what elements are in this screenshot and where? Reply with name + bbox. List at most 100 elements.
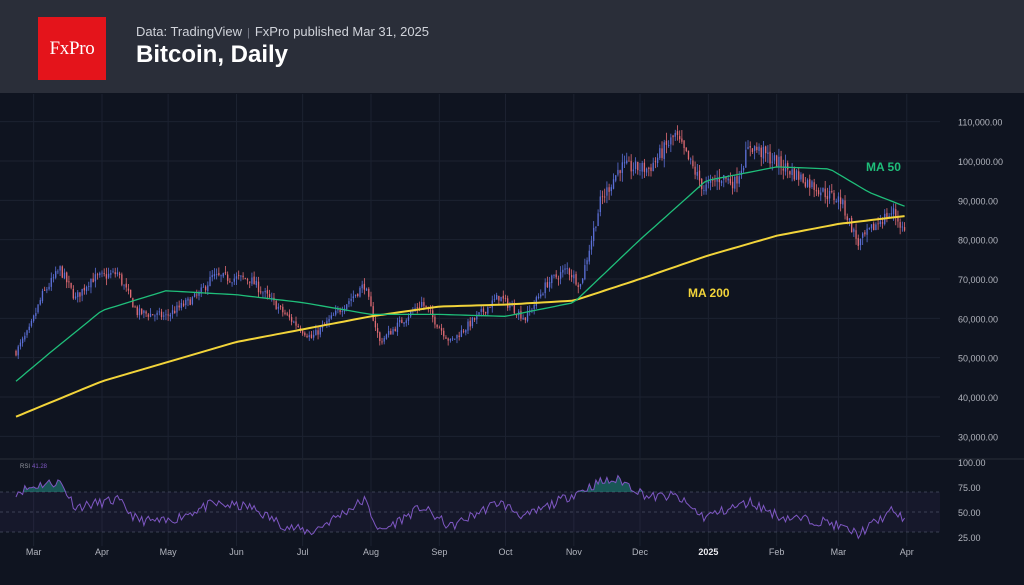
candle-body: [167, 314, 169, 316]
candle-body: [204, 286, 207, 291]
candle-body: [211, 275, 213, 278]
candle-body: [379, 332, 381, 342]
candle-body: [359, 287, 361, 297]
price-tick-label: 90,000.00: [958, 196, 998, 206]
candle-body: [544, 282, 546, 294]
candle-body: [802, 174, 804, 183]
candle-body: [330, 315, 332, 319]
candle-body: [112, 271, 114, 273]
candle-body: [637, 161, 639, 171]
rsi-overbought-fill: [16, 475, 905, 492]
candle-body: [747, 146, 749, 150]
candle-body: [99, 273, 101, 276]
candle-body: [690, 158, 692, 160]
chart-area: RSI 41.28 110,000.00 100,000.00 90,000.00 80…: [0, 94, 1024, 557]
candle-body: [376, 328, 379, 333]
candle-body: [462, 330, 465, 332]
candle-body: [813, 182, 815, 190]
candle-body: [26, 330, 28, 336]
candle-body: [857, 238, 859, 246]
time-tick-label: Feb: [769, 547, 785, 557]
candle-body: [335, 310, 337, 315]
candle-body: [564, 268, 566, 270]
candle-body: [392, 329, 394, 334]
candle-body: [725, 176, 727, 179]
candle-body: [864, 232, 866, 235]
candle-body: [507, 298, 509, 308]
candle-body: [79, 292, 81, 297]
rsi-tick-label: 50.00: [958, 508, 981, 518]
candle-body: [24, 335, 26, 340]
candle-body: [55, 271, 57, 278]
candle-body: [694, 166, 696, 175]
candle-body: [297, 325, 299, 328]
candle-body: [293, 321, 295, 323]
candle-body: [317, 330, 319, 335]
time-tick-label: 2025: [698, 547, 718, 557]
candle-body: [742, 167, 745, 171]
rsi-axis: 100.00 75.00 50.00 25.00: [958, 458, 986, 543]
candle-body: [621, 162, 624, 173]
candle-body: [160, 311, 163, 318]
candle-body: [429, 310, 432, 312]
candle-body: [610, 187, 612, 192]
candle-body: [372, 306, 374, 321]
candle-body: [381, 341, 383, 343]
candle-body: [88, 286, 90, 288]
candle-body: [77, 292, 79, 298]
time-tick-label: Apr: [95, 547, 109, 557]
candle-body: [374, 320, 377, 328]
candle-body: [720, 181, 723, 184]
candle-body: [692, 160, 694, 167]
candle-body: [667, 144, 670, 146]
candle-body: [839, 197, 842, 204]
candle-body: [648, 167, 650, 169]
candle-body: [568, 268, 571, 275]
candle-body: [626, 160, 628, 164]
candle-body: [696, 172, 698, 176]
candle-body: [414, 308, 416, 310]
candle-body: [438, 327, 440, 329]
candle-body: [348, 301, 350, 305]
candle-body: [44, 289, 46, 291]
candle-body: [548, 281, 551, 288]
candle-body: [319, 327, 321, 335]
candle-body: [773, 155, 776, 161]
candle-body: [628, 160, 630, 162]
candle-body: [202, 286, 205, 288]
candle-body: [877, 223, 879, 225]
rsi-legend-value: 41.28: [32, 464, 48, 470]
candle-body: [848, 218, 851, 221]
price-axis: 110,000.00 100,000.00 90,000.00 80,000.00 70…: [958, 118, 1003, 443]
candle-body: [434, 316, 436, 325]
candle-body: [524, 317, 526, 321]
rsi-pane: RSI 41.28: [15, 464, 906, 540]
candle-body: [57, 271, 59, 273]
candle-body: [533, 304, 535, 309]
candle-body: [782, 168, 784, 171]
candle-body: [304, 332, 306, 336]
candle-body: [473, 318, 476, 320]
candle-body: [249, 281, 251, 283]
candle-body: [332, 314, 335, 316]
candle-body: [588, 250, 590, 262]
candle-body: [277, 306, 280, 309]
candle-body: [451, 338, 454, 340]
candle-body: [687, 150, 690, 160]
candle-body: [745, 149, 747, 168]
time-tick-label: Mar: [831, 547, 847, 557]
candle-body: [833, 192, 835, 201]
candle-body: [581, 278, 584, 283]
candle-body: [716, 178, 718, 182]
source-line: Data: TradingView | FxPro published Mar 31…: [136, 24, 429, 39]
candle-body: [749, 146, 751, 148]
candle-body: [368, 288, 370, 297]
candle-body: [114, 272, 116, 275]
candle-body: [127, 288, 130, 291]
candle-body: [793, 168, 795, 180]
candle-body: [875, 224, 877, 231]
candle-body: [815, 190, 818, 192]
candle-body: [886, 212, 888, 219]
candle-body: [308, 335, 310, 337]
candle-body: [180, 302, 183, 308]
